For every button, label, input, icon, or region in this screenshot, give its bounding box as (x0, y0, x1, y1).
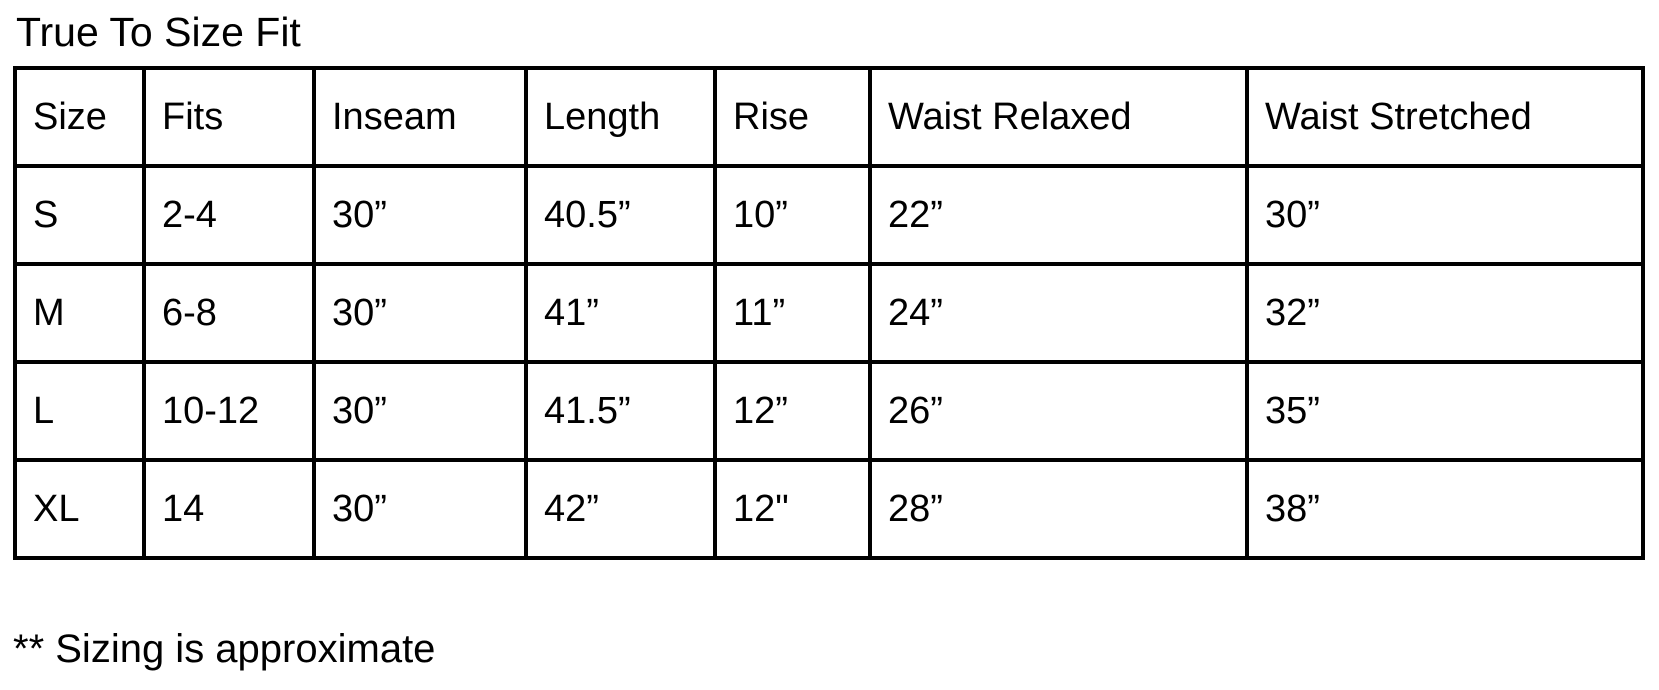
table-cell: S (13, 164, 146, 266)
table-row-l: L 10-12 30” 41.5” 12” 26” 35” (13, 360, 1645, 462)
table-cell: 32” (1245, 262, 1645, 364)
table-cell: 6-8 (142, 262, 316, 364)
table-cell: 12" (713, 458, 872, 560)
table-cell: 22” (868, 164, 1249, 266)
table-cell: 35” (1245, 360, 1645, 462)
column-header-size: Size (13, 66, 146, 168)
table-cell: 30” (312, 458, 528, 560)
table-cell: L (13, 360, 146, 462)
table-header-row: Size Fits Inseam Length Rise Waist Relax… (13, 66, 1645, 168)
column-header-waist-stretched: Waist Stretched (1245, 66, 1645, 168)
table-cell: 12” (713, 360, 872, 462)
table-cell: 10-12 (142, 360, 316, 462)
table-cell: 38” (1245, 458, 1645, 560)
table-cell: 30” (312, 262, 528, 364)
table-cell: 40.5” (524, 164, 717, 266)
column-header-inseam: Inseam (312, 66, 528, 168)
table-row-m: M 6-8 30” 41” 11” 24” 32” (13, 262, 1645, 364)
table-cell: 42” (524, 458, 717, 560)
table-cell: 10” (713, 164, 872, 266)
column-header-length: Length (524, 66, 717, 168)
column-header-rise: Rise (713, 66, 872, 168)
table-cell: 41.5” (524, 360, 717, 462)
table-cell: XL (13, 458, 146, 560)
table-cell: M (13, 262, 146, 364)
table-cell: 30” (312, 164, 528, 266)
column-header-waist-relaxed: Waist Relaxed (868, 66, 1249, 168)
column-header-fits: Fits (142, 66, 316, 168)
table-row-xl: XL 14 30” 42” 12" 28” 38” (13, 458, 1645, 560)
table-cell: 26” (868, 360, 1249, 462)
table-cell: 30” (1245, 164, 1645, 266)
table-cell: 30” (312, 360, 528, 462)
table-cell: 2-4 (142, 164, 316, 266)
size-chart-table: Size Fits Inseam Length Rise Waist Relax… (13, 66, 1645, 560)
table-cell: 41” (524, 262, 717, 364)
table-cell: 24” (868, 262, 1249, 364)
table-cell: 28” (868, 458, 1249, 560)
sizing-footnote: ** Sizing is approximate (13, 627, 436, 671)
page-title: True To Size Fit (16, 9, 301, 55)
table-row-s: S 2-4 30” 40.5” 10” 22” 30” (13, 164, 1645, 266)
table-cell: 14 (142, 458, 316, 560)
table-cell: 11” (713, 262, 872, 364)
